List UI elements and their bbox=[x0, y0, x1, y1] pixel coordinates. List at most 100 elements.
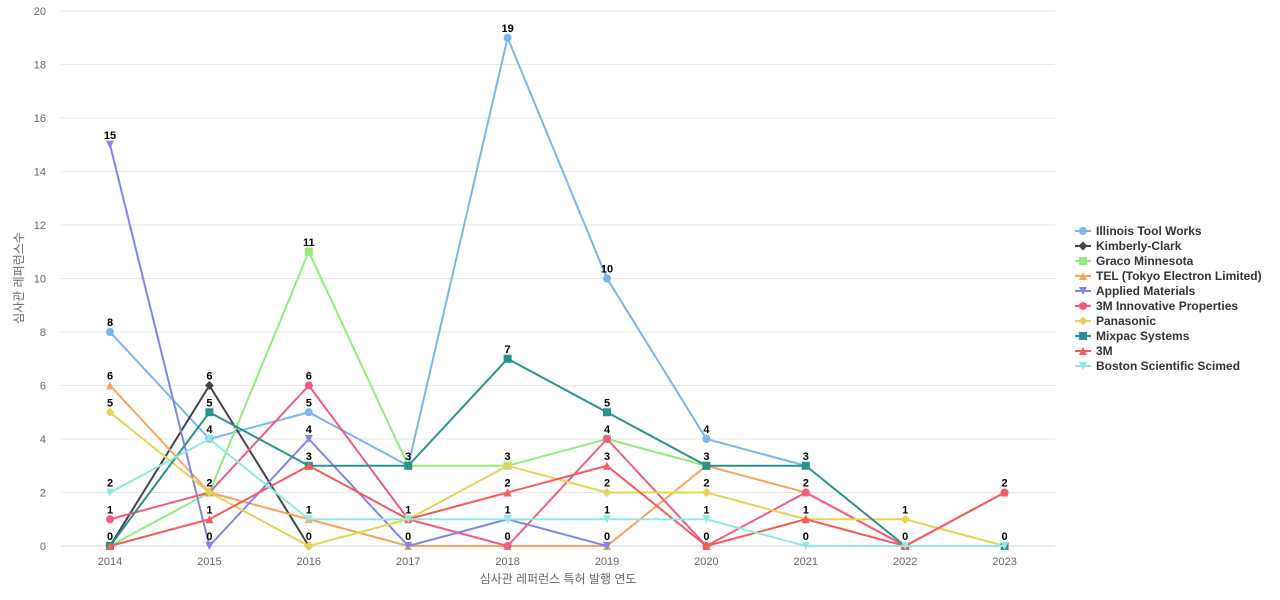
data-point bbox=[701, 488, 711, 497]
data-label: 7 bbox=[505, 344, 511, 356]
legend-item[interactable]: Kimberly-Clark bbox=[1075, 239, 1182, 253]
x-tick-label: 2015 bbox=[197, 556, 221, 568]
data-label: 4 bbox=[703, 424, 710, 436]
data-point bbox=[204, 381, 214, 390]
legend-label: Graco Minnesota bbox=[1096, 254, 1194, 268]
legend-item[interactable]: Applied Materials bbox=[1075, 284, 1196, 298]
legend-label: Illinois Tool Works bbox=[1096, 224, 1202, 238]
data-point bbox=[304, 247, 313, 256]
data-point bbox=[205, 542, 214, 550]
data-label: 2 bbox=[107, 478, 113, 490]
data-point bbox=[105, 407, 115, 417]
legend-item[interactable]: 3M bbox=[1075, 344, 1113, 358]
legend-item[interactable]: Illinois Tool Works bbox=[1075, 224, 1202, 238]
legend-label: Boston Scientific Scimed bbox=[1096, 359, 1240, 373]
data-label: 3 bbox=[405, 451, 411, 463]
grid-lines bbox=[61, 10, 1055, 547]
data-point bbox=[304, 461, 313, 470]
data-label: 2 bbox=[505, 478, 511, 490]
data-point bbox=[603, 515, 611, 524]
data-point bbox=[603, 542, 611, 550]
data-point bbox=[1079, 302, 1087, 310]
data-label: 3 bbox=[604, 451, 610, 463]
data-label: 1 bbox=[604, 504, 610, 516]
y-tick-label: 6 bbox=[40, 381, 46, 393]
data-point bbox=[304, 435, 313, 443]
data-point bbox=[603, 408, 611, 417]
x-axis-title: 심사관 레퍼런스 특허 발행 연도 bbox=[480, 571, 637, 586]
y-tick-label: 12 bbox=[34, 220, 46, 232]
data-point bbox=[106, 542, 114, 550]
legend-item[interactable]: 3M Innovative Properties bbox=[1075, 299, 1238, 313]
data-label: 1 bbox=[306, 504, 312, 516]
data-label: 5 bbox=[604, 397, 610, 409]
x-tick-label: 2023 bbox=[992, 556, 1016, 568]
data-label: 11 bbox=[303, 237, 315, 249]
data-point bbox=[205, 515, 214, 524]
legend-item[interactable]: Panasonic bbox=[1075, 314, 1156, 328]
data-point bbox=[106, 488, 114, 497]
data-label: 1 bbox=[505, 504, 511, 516]
data-label: 6 bbox=[206, 371, 212, 383]
data-label: 4 bbox=[206, 424, 213, 436]
data-label: 6 bbox=[306, 371, 312, 383]
data-point bbox=[204, 488, 214, 497]
x-tick-label: 2014 bbox=[98, 556, 122, 568]
legend-label: 3M Innovative Properties bbox=[1096, 299, 1238, 313]
data-label: 1 bbox=[803, 504, 809, 516]
legend-item[interactable]: TEL (Tokyo Electron Limited) bbox=[1075, 269, 1262, 283]
data-point bbox=[1079, 287, 1087, 295]
data-point bbox=[106, 140, 114, 149]
data-label: 0 bbox=[803, 531, 809, 543]
x-tick-label: 2017 bbox=[396, 556, 420, 568]
data-label: 0 bbox=[505, 531, 511, 543]
data-point bbox=[304, 381, 313, 390]
data-point bbox=[901, 542, 910, 550]
y-tick-label: 4 bbox=[40, 434, 46, 446]
x-tick-label: 2019 bbox=[595, 556, 619, 568]
data-point bbox=[801, 461, 810, 470]
data-label: 2 bbox=[1002, 478, 1008, 490]
data-point bbox=[1079, 257, 1087, 265]
data-point bbox=[801, 488, 810, 497]
data-label: 5 bbox=[206, 397, 212, 409]
data-label: 1 bbox=[405, 504, 411, 516]
data-point bbox=[106, 328, 114, 336]
data-point bbox=[900, 514, 910, 524]
y-tick-label: 14 bbox=[34, 167, 46, 179]
data-point bbox=[702, 542, 711, 550]
data-label: 0 bbox=[703, 531, 709, 543]
legend-item[interactable]: Mixpac Systems bbox=[1075, 329, 1190, 343]
legend-label: 3M bbox=[1096, 344, 1113, 358]
data-point bbox=[106, 381, 114, 390]
legend-item[interactable]: Graco Minnesota bbox=[1075, 254, 1194, 268]
legend-label: Mixpac Systems bbox=[1096, 329, 1190, 343]
y-axis-title: 심사관 레퍼런스수 bbox=[12, 232, 26, 324]
x-tick-label: 2020 bbox=[694, 556, 718, 568]
data-label: 0 bbox=[206, 531, 212, 543]
data-label: 15 bbox=[104, 130, 116, 142]
legend-label: Applied Materials bbox=[1096, 284, 1196, 298]
x-tick-label: 2016 bbox=[297, 556, 321, 568]
data-point bbox=[1079, 362, 1087, 370]
data-point bbox=[1079, 332, 1087, 340]
y-axis-ticks: 0 2 4 6 8 10 12 14 16 18 20 bbox=[34, 6, 46, 553]
data-point bbox=[1078, 316, 1088, 326]
series-line bbox=[106, 461, 1009, 550]
data-label: 3 bbox=[803, 451, 809, 463]
data-point bbox=[304, 515, 313, 524]
data-point bbox=[702, 515, 711, 524]
data-point bbox=[404, 542, 413, 550]
legend-item[interactable]: Boston Scientific Scimed bbox=[1075, 359, 1240, 373]
data-point bbox=[1079, 347, 1087, 355]
data-label: 5 bbox=[107, 397, 113, 409]
data-point bbox=[205, 435, 214, 443]
data-point bbox=[801, 515, 810, 524]
data-label: 8 bbox=[107, 317, 113, 329]
data-point bbox=[106, 515, 114, 524]
series-line bbox=[106, 435, 1009, 550]
series-line bbox=[106, 33, 810, 470]
data-label: 3 bbox=[703, 451, 709, 463]
data-point bbox=[404, 515, 413, 524]
data-label: 0 bbox=[107, 531, 113, 543]
